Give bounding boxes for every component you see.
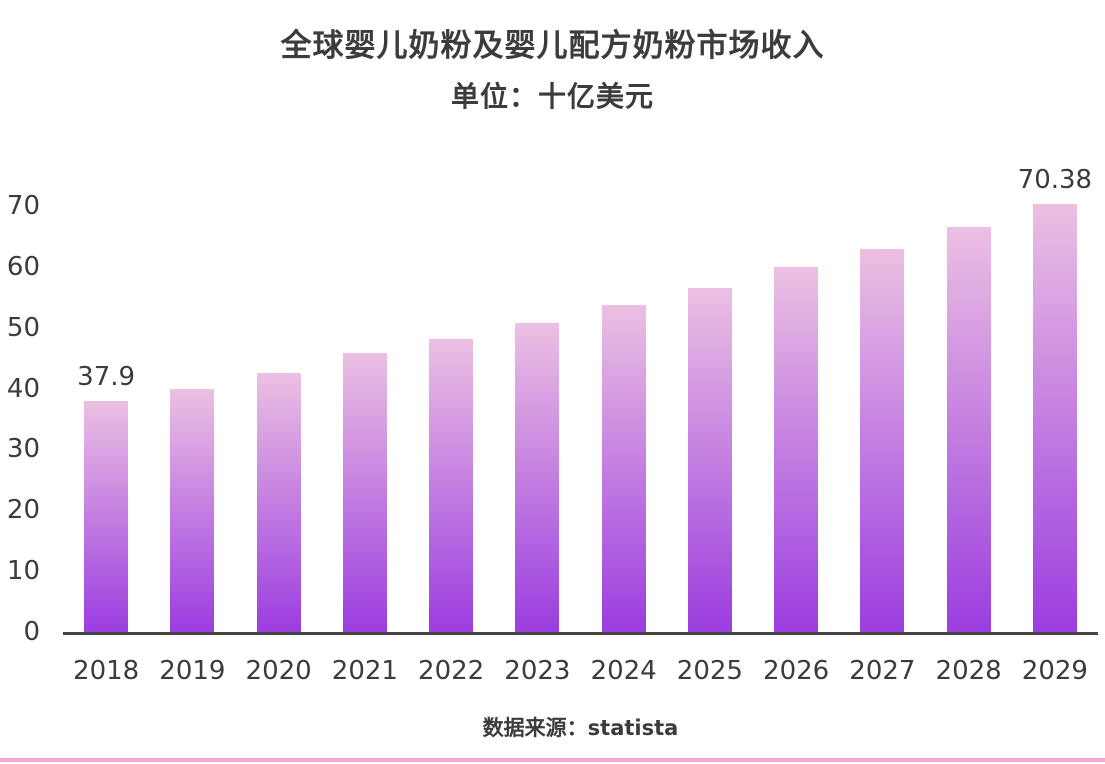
x-axis-tick-label: 2021: [331, 656, 398, 686]
bar: [342, 352, 387, 632]
bar: [601, 305, 646, 632]
source-note: 数据来源：statista: [482, 716, 679, 740]
y-axis-tick-label: 20: [6, 495, 40, 526]
chart-title: 全球婴儿奶粉及婴儿配方奶粉市场收入: [280, 28, 825, 64]
bar: [687, 287, 732, 632]
y-axis-tick-label: 60: [6, 251, 40, 282]
x-axis-tick-label: 2019: [159, 656, 226, 686]
x-axis-tick-label: 2026: [763, 656, 830, 686]
x-axis-tick-label: 2022: [418, 656, 485, 686]
x-axis-tick-label: 2020: [245, 656, 312, 686]
bar: [429, 338, 474, 632]
bottom-accent-line: [0, 758, 1105, 762]
x-axis-tick-label: 2024: [590, 656, 657, 686]
y-axis-tick-label: 30: [6, 434, 40, 465]
bar-value-label: 70.38: [1017, 164, 1093, 195]
bar: [256, 372, 301, 632]
x-axis-tick-label: 2023: [504, 656, 571, 686]
bar: [170, 389, 215, 632]
bar: [860, 249, 905, 632]
bar-value-label: 37.9: [77, 362, 136, 393]
x-axis-tick-label: 2028: [935, 656, 1002, 686]
bar: [946, 227, 991, 632]
bar: [515, 323, 560, 632]
x-axis-line: [63, 632, 1098, 635]
y-axis-tick-label: 50: [6, 312, 40, 343]
x-axis-tick-label: 2018: [73, 656, 140, 686]
x-axis-tick-label: 2025: [676, 656, 743, 686]
y-axis-tick-label: 10: [6, 556, 40, 587]
bar: [84, 401, 129, 632]
x-axis-tick-label: 2029: [1021, 656, 1088, 686]
bar: [1032, 203, 1077, 632]
x-axis-tick-label: 2027: [849, 656, 916, 686]
y-axis-tick-label: 40: [6, 373, 40, 404]
y-axis-tick-label: 0: [23, 617, 40, 647]
y-axis-tick-label: 70: [6, 191, 40, 221]
chart-subtitle: 单位：十亿美元: [450, 80, 654, 113]
bar: [774, 267, 819, 632]
